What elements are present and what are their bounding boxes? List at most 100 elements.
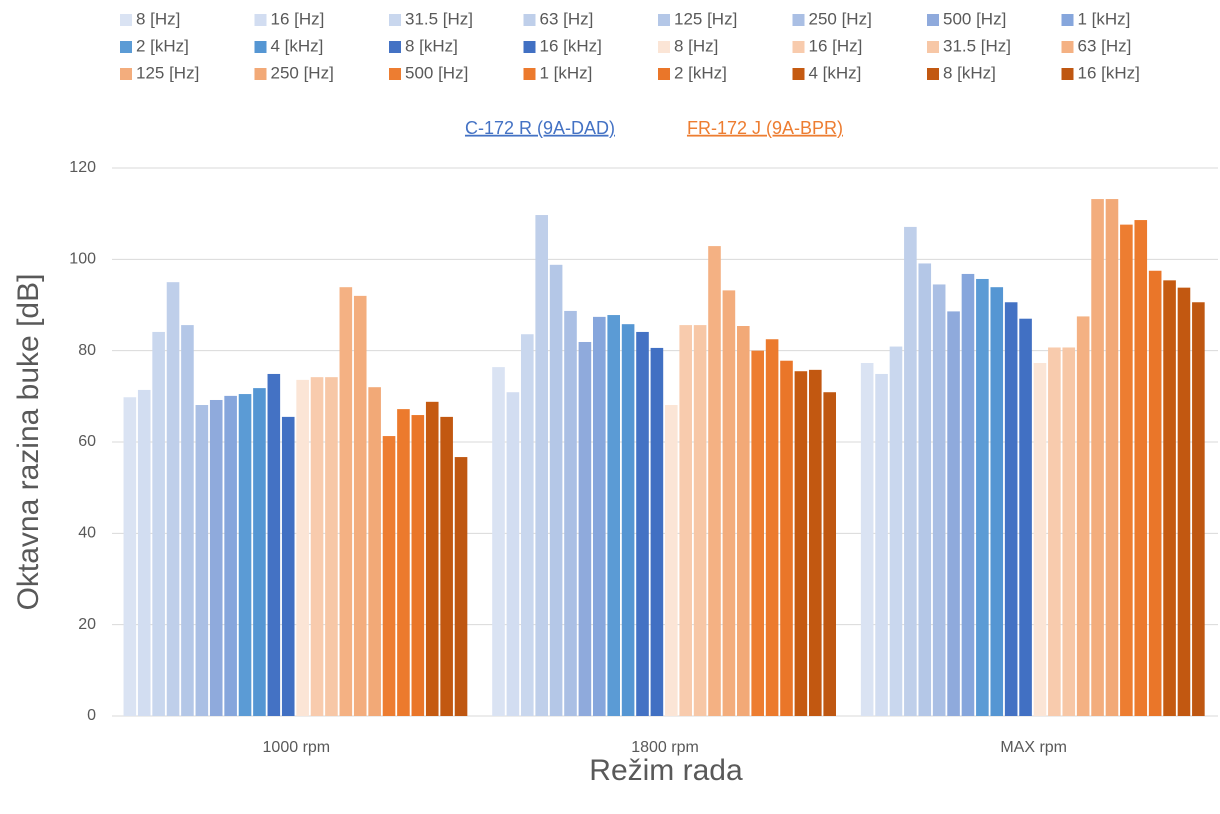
legend-swatch	[927, 14, 939, 26]
bar	[607, 315, 620, 716]
bar	[737, 326, 750, 716]
y-tick-label: 20	[78, 616, 96, 633]
bar	[1019, 318, 1032, 716]
legend-swatch	[523, 41, 536, 53]
bar	[411, 415, 425, 716]
legend-label: 4 [kHz]	[809, 63, 862, 82]
bar	[440, 416, 453, 716]
x-tick-label: MAX rpm	[1000, 739, 1067, 756]
bar	[368, 387, 381, 716]
legend-label: 63 [Hz]	[540, 9, 594, 28]
bar	[947, 311, 960, 716]
bar	[809, 369, 822, 716]
bar	[708, 246, 721, 716]
legend-label: 31.5 [Hz]	[943, 36, 1011, 55]
bar	[679, 325, 692, 716]
legend-swatch	[254, 41, 267, 53]
bar	[794, 371, 808, 716]
bar	[621, 324, 635, 716]
bar	[549, 264, 563, 716]
bar	[224, 395, 237, 716]
bar	[780, 360, 793, 716]
bar	[1192, 302, 1205, 716]
bar	[722, 290, 736, 716]
legend-label: 8 [Hz]	[674, 36, 718, 55]
bar	[961, 273, 975, 716]
legend-swatch	[792, 14, 805, 26]
legend-swatch	[658, 68, 670, 80]
bar	[564, 310, 577, 716]
bar	[1148, 270, 1162, 716]
bar	[152, 331, 165, 716]
legend-swatch	[389, 41, 401, 53]
x-tick-label: 1000 rpm	[263, 739, 331, 756]
bar	[693, 325, 707, 716]
bar	[166, 282, 180, 716]
bar	[1076, 316, 1090, 716]
bar	[1048, 347, 1061, 716]
bar	[1062, 347, 1076, 716]
bar	[918, 263, 932, 716]
bar	[123, 397, 137, 716]
bar	[636, 331, 649, 716]
legend-swatch	[389, 68, 401, 80]
bar	[1033, 362, 1047, 716]
y-tick-label: 0	[87, 707, 96, 724]
bar	[181, 325, 194, 716]
x-tick-label: 1800 rpm	[631, 739, 699, 756]
bar	[397, 409, 410, 716]
legend-label: 31.5 [Hz]	[405, 9, 473, 28]
legend-swatch	[927, 41, 939, 53]
bar	[1177, 287, 1191, 716]
bar	[932, 284, 946, 716]
legend-swatch	[1061, 41, 1074, 53]
y-axis-title: Oktavna razina buke [dB]	[12, 274, 45, 611]
legend-label: 16 [Hz]	[271, 9, 325, 28]
legend-label: 250 [Hz]	[271, 63, 334, 82]
legend-label: 16 [kHz]	[540, 36, 602, 55]
bar	[310, 377, 324, 716]
bar	[875, 373, 888, 716]
legend-swatch	[254, 68, 267, 80]
bar	[339, 287, 353, 716]
bar	[506, 392, 520, 716]
bar	[751, 350, 764, 716]
annotation: C-172 R (9A-DAD)	[465, 118, 615, 138]
bar	[990, 287, 1004, 716]
bar	[209, 399, 223, 716]
bar	[823, 392, 836, 716]
bar	[1105, 199, 1119, 716]
bar	[904, 226, 917, 716]
legend-swatch	[254, 14, 267, 26]
bar	[665, 405, 678, 716]
bar	[281, 416, 295, 716]
bar	[650, 347, 664, 716]
bar	[1091, 199, 1104, 716]
legend-swatch	[658, 14, 670, 26]
legend-label: 8 [kHz]	[405, 36, 458, 55]
legend-swatch	[658, 41, 670, 53]
bar	[765, 339, 779, 716]
legend-label: 1 [kHz]	[540, 63, 593, 82]
legend-label: 125 [Hz]	[136, 63, 199, 82]
bar	[1163, 280, 1176, 716]
bar	[253, 388, 266, 716]
bar	[454, 457, 468, 716]
bar	[195, 405, 209, 716]
bar	[1134, 220, 1148, 716]
legend-label: 500 [Hz]	[943, 9, 1006, 28]
y-tick-label: 120	[69, 159, 96, 176]
legend-swatch	[1061, 14, 1074, 26]
annotation: FR-172 J (9A-BPR)	[687, 118, 843, 138]
legend-label: 16 [Hz]	[809, 36, 863, 55]
legend-swatch	[120, 41, 132, 53]
bar	[137, 389, 151, 716]
bar	[353, 295, 367, 716]
y-tick-label: 80	[78, 342, 96, 359]
legend-swatch	[927, 68, 939, 80]
bar	[593, 316, 606, 716]
legend-swatch	[389, 14, 401, 26]
legend-swatch	[792, 41, 805, 53]
bar	[521, 334, 534, 716]
